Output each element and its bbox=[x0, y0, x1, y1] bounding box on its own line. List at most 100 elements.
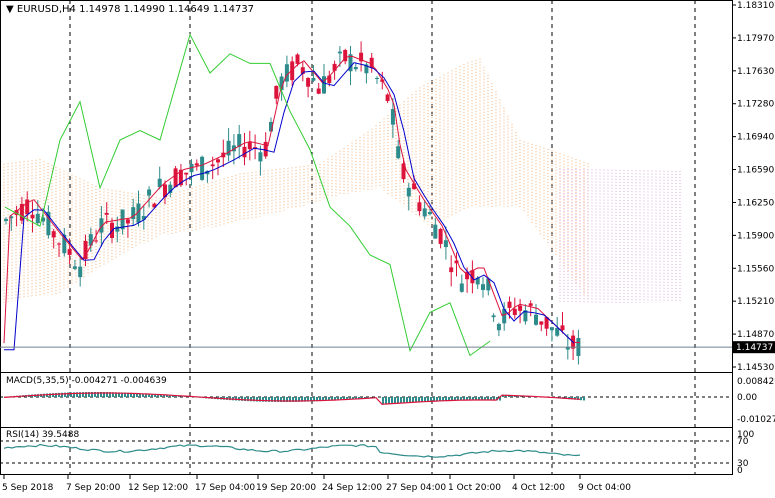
macd-histogram-bar bbox=[397, 397, 399, 404]
current-price-value: 1.14737 bbox=[736, 343, 773, 353]
candle-body bbox=[41, 217, 46, 222]
macd-histogram-bar bbox=[82, 392, 84, 397]
macd-histogram-bar bbox=[319, 397, 321, 402]
macd-histogram-bar bbox=[487, 397, 489, 401]
candle-body bbox=[433, 224, 438, 239]
macd-histogram-bar bbox=[415, 397, 417, 403]
macd-histogram-bar bbox=[139, 393, 141, 397]
macd-label: MACD(5,35,5) -0.004271 -0.004639 bbox=[6, 376, 167, 386]
macd-histogram-bar bbox=[259, 397, 261, 402]
candle-body bbox=[274, 85, 279, 99]
candle-body bbox=[327, 75, 332, 84]
candle-body bbox=[237, 134, 242, 147]
macd-histogram-bar bbox=[106, 392, 108, 397]
macd-histogram-bar bbox=[136, 393, 138, 397]
candle-body bbox=[136, 203, 141, 223]
macd-histogram-bar bbox=[97, 392, 99, 397]
macd-histogram-bar bbox=[109, 392, 111, 397]
candle-body bbox=[62, 234, 67, 254]
macd-histogram-bar bbox=[478, 397, 480, 401]
candle-body bbox=[539, 321, 544, 325]
candle-body bbox=[385, 94, 390, 102]
macd-histogram-bar bbox=[358, 397, 360, 399]
macd-histogram-bar bbox=[388, 397, 390, 405]
macd-histogram-bar bbox=[481, 397, 483, 401]
macd-histogram-bar bbox=[391, 397, 393, 404]
candle-body bbox=[523, 310, 528, 322]
price-axis-label: 1.17630 bbox=[737, 67, 774, 77]
macd-histogram-bar bbox=[253, 397, 255, 402]
macd-histogram-bar bbox=[247, 397, 249, 402]
candle-body bbox=[25, 199, 30, 215]
macd-histogram-bar bbox=[400, 397, 402, 404]
macd-histogram-bar bbox=[94, 392, 96, 397]
candle-body bbox=[51, 231, 56, 238]
candle-body bbox=[528, 303, 533, 306]
rsi-axis-label: 100 bbox=[737, 430, 754, 440]
macd-histogram-bar bbox=[424, 397, 426, 402]
candle-body bbox=[470, 270, 475, 284]
rsi-axis-label: 0 bbox=[737, 466, 743, 476]
collapse-arrow-icon[interactable]: ▼ bbox=[6, 4, 14, 15]
macd-histogram-bar bbox=[133, 393, 135, 397]
macd-histogram-bar bbox=[301, 397, 303, 402]
rsi-axis-label: 70 bbox=[737, 437, 749, 447]
macd-histogram-bar bbox=[265, 397, 267, 402]
macd-histogram-bar bbox=[100, 392, 102, 397]
macd-histogram-bar bbox=[307, 397, 309, 402]
candle-body bbox=[263, 141, 268, 157]
chart-header: ▼ EURUSD,H4 1.14978 1.14990 1.14649 1.14… bbox=[6, 4, 254, 15]
candle-body bbox=[322, 76, 326, 94]
macd-histogram-bar bbox=[295, 397, 297, 402]
candle-body bbox=[518, 305, 523, 311]
macd-histogram-bar bbox=[346, 397, 348, 400]
price-axis-label: 1.17970 bbox=[737, 34, 774, 44]
price-axis-label: 1.14530 bbox=[737, 363, 774, 373]
macd-histogram-bar bbox=[271, 397, 273, 402]
candle-body bbox=[412, 183, 417, 190]
candle-body bbox=[72, 266, 77, 269]
macd-histogram-bar bbox=[85, 392, 87, 397]
candle-body bbox=[502, 308, 507, 324]
candle-body bbox=[375, 78, 379, 80]
candle-body bbox=[231, 145, 236, 152]
candle-body bbox=[491, 315, 496, 318]
kijun-line bbox=[4, 62, 575, 351]
candle-body bbox=[269, 121, 273, 132]
macd-histogram-bar bbox=[166, 395, 168, 397]
candle-body bbox=[242, 146, 247, 158]
candle-body bbox=[247, 141, 252, 150]
macd-histogram-bar bbox=[103, 392, 105, 397]
macd-histogram-bar bbox=[238, 397, 240, 401]
macd-histogram-bar bbox=[412, 397, 414, 403]
macd-histogram-bar bbox=[46, 393, 48, 397]
macd-histogram-bar bbox=[127, 392, 129, 397]
price-axis-label: 1.15210 bbox=[737, 297, 774, 307]
macd-histogram-bar bbox=[130, 392, 132, 397]
tenkan-line bbox=[3, 55, 581, 344]
macd-histogram-bar bbox=[289, 397, 291, 402]
candle-body bbox=[216, 159, 220, 163]
candle-body bbox=[88, 234, 93, 246]
candle-body bbox=[4, 218, 8, 221]
rsi-axis-label: 30 bbox=[737, 459, 749, 469]
candle-body bbox=[364, 64, 369, 74]
candle-body bbox=[369, 57, 374, 68]
candle-body bbox=[422, 208, 427, 217]
macd-histogram-bar bbox=[466, 397, 468, 401]
macd-histogram-bar bbox=[343, 397, 345, 400]
candle-body bbox=[406, 187, 411, 197]
time-axis-label: 5 Sep 2018 bbox=[2, 483, 54, 493]
macd-histogram-bar bbox=[349, 397, 351, 400]
chart-frame bbox=[0, 0, 733, 475]
macd-histogram-bar bbox=[385, 397, 387, 405]
candle-body bbox=[30, 214, 35, 219]
ohlc-values: 1.14978 1.14990 1.14649 1.14737 bbox=[79, 4, 255, 15]
candle-body bbox=[475, 277, 480, 285]
candle-body bbox=[396, 146, 401, 159]
macd-histogram-bar bbox=[457, 397, 459, 401]
rsi-label: RSI(14) 39.5488 bbox=[6, 430, 80, 440]
macd-histogram-bar bbox=[151, 394, 153, 397]
candle-body bbox=[507, 301, 512, 308]
